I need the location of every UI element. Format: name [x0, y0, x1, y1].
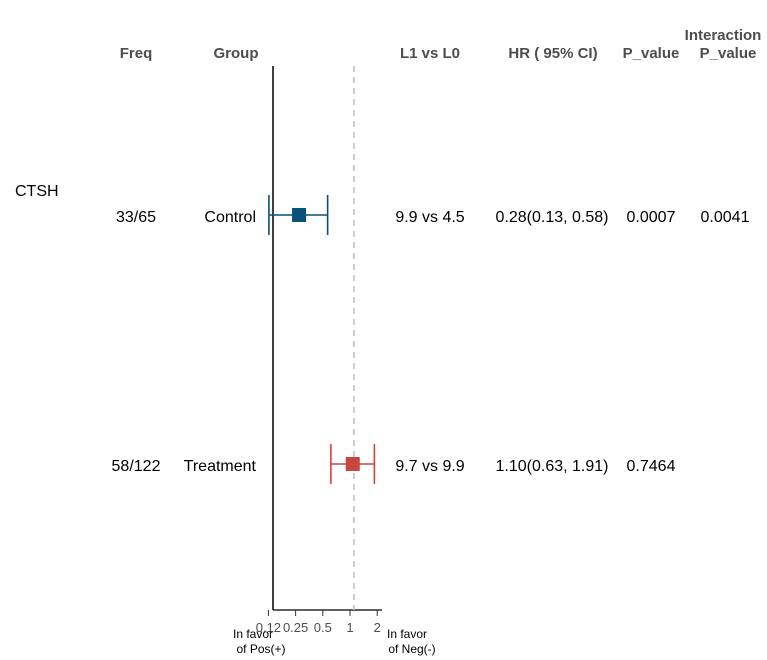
row-p-value: 0.7464: [627, 458, 676, 475]
row-p-value: 0.0007: [627, 209, 676, 226]
row-group: Control: [204, 209, 256, 226]
row-interaction-p: 0.0041: [701, 209, 750, 226]
header-l1-vs-l0: L1 vs L0: [400, 45, 460, 62]
x-tick-label: 0.25: [283, 620, 308, 635]
header-hr: HR ( 95% CI): [508, 45, 597, 62]
row-control: 33/65 Control 9.9 vs 4.5 0.28(0.13, 0.58…: [116, 209, 750, 226]
row-l1-vs-l0: 9.7 vs 9.9: [395, 458, 464, 475]
header-freq: Freq: [120, 45, 153, 62]
favor-right-line1: In favor: [387, 627, 427, 641]
variable-name: CTSH: [15, 183, 59, 200]
row-freq: 58/122: [112, 458, 161, 475]
header-p-value: P_value: [623, 45, 680, 62]
row-treatment: 58/122 Treatment 9.7 vs 9.9 1.10(0.63, 1…: [112, 458, 676, 475]
favor-left-line1: In favor: [233, 627, 273, 641]
header-group: Group: [214, 45, 259, 62]
estimate-control: [268, 195, 329, 235]
point-estimate: [345, 457, 360, 471]
estimate-treatment: [330, 444, 376, 484]
row-freq: 33/65: [116, 209, 156, 226]
favor-left-line2: of Pos(+): [236, 642, 285, 656]
estimates: [268, 195, 376, 484]
x-axis-ticks: 0.12 0.25 0.5 1 2: [256, 610, 381, 635]
header-interaction-line2: P_value: [700, 45, 757, 62]
x-tick-label: 0.12: [256, 620, 281, 635]
point-estimate: [292, 208, 307, 222]
x-tick-label: 1: [346, 620, 353, 635]
x-tick-label: 0.5: [314, 620, 332, 635]
row-group: Treatment: [184, 458, 257, 475]
header-interaction-line1: Interaction: [685, 27, 762, 44]
row-hr-text: 1.10(0.63, 1.91): [496, 458, 609, 475]
row-l1-vs-l0: 9.9 vs 4.5: [395, 209, 464, 226]
row-hr-text: 0.28(0.13, 0.58): [496, 209, 609, 226]
x-tick-label: 2: [374, 620, 381, 635]
favor-right-line2: of Neg(-): [388, 642, 435, 656]
